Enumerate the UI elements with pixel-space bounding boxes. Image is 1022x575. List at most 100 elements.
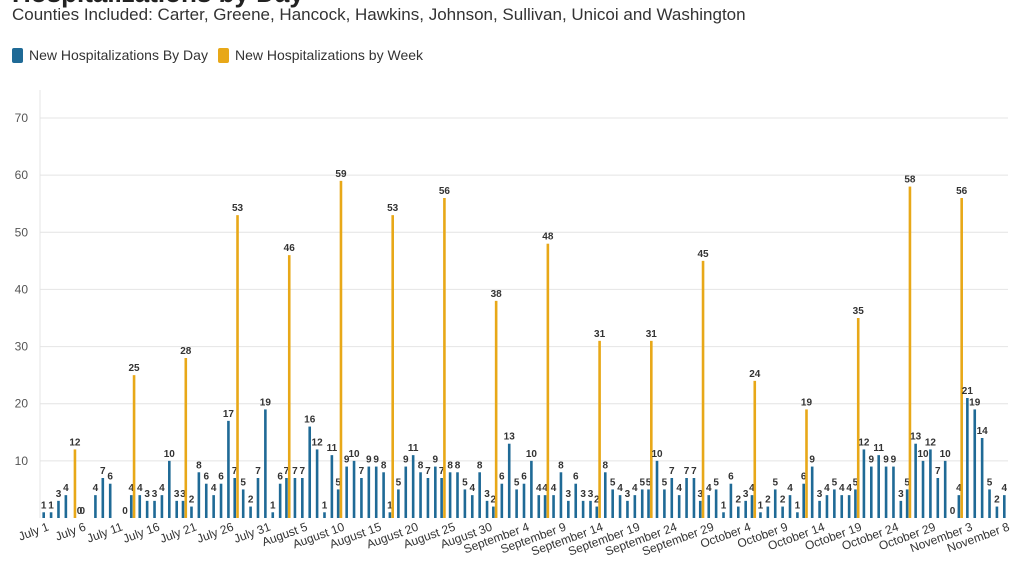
bar-daily[interactable] <box>877 455 880 518</box>
bar-weekly[interactable] <box>443 198 446 518</box>
bar-daily[interactable] <box>685 478 688 518</box>
bar-daily[interactable] <box>892 466 895 518</box>
bar-daily[interactable] <box>492 506 495 518</box>
bar-daily[interactable] <box>796 512 799 518</box>
bar-daily[interactable] <box>537 495 541 518</box>
bar-daily[interactable] <box>57 500 60 518</box>
bar-daily[interactable] <box>426 478 430 518</box>
bar-daily[interactable] <box>227 420 230 518</box>
bar-daily[interactable] <box>773 489 777 518</box>
bar-daily[interactable] <box>567 500 570 518</box>
bar-daily[interactable] <box>655 460 659 518</box>
bar-daily[interactable] <box>212 495 215 518</box>
bar-daily[interactable] <box>271 512 275 518</box>
bar-daily[interactable] <box>980 438 984 518</box>
bar-daily[interactable] <box>595 506 599 518</box>
bar-daily[interactable] <box>129 495 133 518</box>
bar-daily[interactable] <box>522 483 526 518</box>
bar-daily[interactable] <box>766 506 770 518</box>
bar-daily[interactable] <box>781 506 784 518</box>
bar-daily[interactable] <box>388 512 392 518</box>
bar-daily[interactable] <box>108 483 112 518</box>
bar-daily[interactable] <box>988 489 991 518</box>
bar-daily[interactable] <box>181 500 185 518</box>
bar-daily[interactable] <box>603 472 607 518</box>
bar-daily[interactable] <box>470 495 474 518</box>
bar-daily[interactable] <box>884 466 888 518</box>
bar-daily[interactable] <box>204 483 208 518</box>
bar-daily[interactable] <box>633 495 637 518</box>
bar-daily[interactable] <box>677 495 681 518</box>
bar-daily[interactable] <box>995 506 999 518</box>
bar-daily[interactable] <box>750 495 754 518</box>
bar-daily[interactable] <box>1003 495 1006 518</box>
bar-daily[interactable] <box>64 495 68 518</box>
legend-item-weekly[interactable]: New Hospitalizations by Week <box>217 47 423 63</box>
bar-daily[interactable] <box>419 472 422 518</box>
bar-daily[interactable] <box>957 495 961 518</box>
bar-weekly[interactable] <box>598 340 601 518</box>
bar-daily[interactable] <box>190 506 193 518</box>
bar-daily[interactable] <box>698 500 702 518</box>
bar-daily[interactable] <box>382 472 385 518</box>
bar-daily[interactable] <box>397 489 400 518</box>
bar-daily[interactable] <box>411 455 415 518</box>
bar-daily[interactable] <box>847 495 851 518</box>
bar-daily[interactable] <box>833 489 836 518</box>
bar-daily[interactable] <box>692 478 696 518</box>
bar-daily[interactable] <box>285 478 288 518</box>
bar-daily[interactable] <box>626 500 629 518</box>
bar-daily[interactable] <box>233 478 237 518</box>
bar-daily[interactable] <box>256 478 260 518</box>
bar-daily[interactable] <box>101 478 105 518</box>
bar-daily[interactable] <box>921 460 925 518</box>
bar-daily[interactable] <box>315 449 319 518</box>
bar-daily[interactable] <box>323 512 326 518</box>
bar-daily[interactable] <box>862 449 866 518</box>
bar-daily[interactable] <box>249 506 252 518</box>
bar-daily[interactable] <box>367 466 371 518</box>
bar-daily[interactable] <box>308 426 312 518</box>
bar-daily[interactable] <box>278 483 282 518</box>
bar-weekly[interactable] <box>701 260 705 518</box>
bar-daily[interactable] <box>463 489 467 518</box>
bar-daily[interactable] <box>936 478 940 518</box>
bar-daily[interactable] <box>905 489 909 518</box>
bar-daily[interactable] <box>168 460 171 518</box>
legend-item-daily[interactable]: New Hospitalizations By Day <box>12 47 208 63</box>
bar-daily[interactable] <box>478 472 481 518</box>
bar-daily[interactable] <box>559 472 563 518</box>
bar-daily[interactable] <box>456 472 459 518</box>
bar-daily[interactable] <box>94 495 97 518</box>
bar-daily[interactable] <box>49 512 53 518</box>
bar-weekly[interactable] <box>546 243 550 518</box>
bar-daily[interactable] <box>241 489 245 518</box>
bar-weekly[interactable] <box>753 380 757 518</box>
bar-daily[interactable] <box>219 483 223 518</box>
bar-daily[interactable] <box>802 483 805 518</box>
bar-daily[interactable] <box>485 500 489 518</box>
bar-daily[interactable] <box>197 472 201 518</box>
bar-daily[interactable] <box>153 500 156 518</box>
bar-daily[interactable] <box>145 500 149 518</box>
bar-daily[interactable] <box>581 500 585 518</box>
bar-daily[interactable] <box>744 500 747 518</box>
bar-daily[interactable] <box>574 483 578 518</box>
bar-daily[interactable] <box>714 489 718 518</box>
bar-daily[interactable] <box>966 398 969 518</box>
bar-daily[interactable] <box>552 495 555 518</box>
bar-daily[interactable] <box>507 443 511 518</box>
bar-daily[interactable] <box>736 506 740 518</box>
bar-daily[interactable] <box>440 478 443 518</box>
bar-daily[interactable] <box>825 495 829 518</box>
bar-daily[interactable] <box>434 466 437 518</box>
bar-daily[interactable] <box>530 460 533 518</box>
bar-daily[interactable] <box>175 500 179 518</box>
bar-daily[interactable] <box>589 500 592 518</box>
bar-weekly[interactable] <box>805 409 808 518</box>
bar-daily[interactable] <box>543 495 547 518</box>
bar-daily[interactable] <box>330 455 334 518</box>
bar-daily[interactable] <box>640 489 644 518</box>
bar-daily[interactable] <box>840 495 844 518</box>
bar-daily[interactable] <box>138 495 142 518</box>
